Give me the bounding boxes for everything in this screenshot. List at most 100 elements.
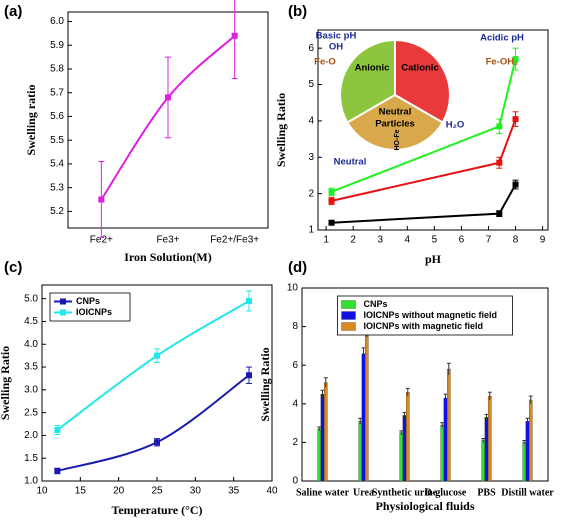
y-tick-label: 5.2 xyxy=(50,206,64,217)
bar xyxy=(522,442,527,482)
legend-box xyxy=(49,292,131,322)
y-tick-label: 1.0 xyxy=(24,476,38,487)
y-tick-label: 8 xyxy=(292,321,298,332)
y-tick-label: 5.4 xyxy=(50,159,64,170)
y-tick-label: 3.5 xyxy=(24,362,38,373)
plot-frame xyxy=(317,29,549,231)
bar xyxy=(399,432,404,482)
legend-label: IOICNPs with magnetic field xyxy=(364,321,484,331)
annotation: H₂O xyxy=(446,120,464,131)
point xyxy=(54,426,61,433)
legend-marker xyxy=(60,309,66,316)
x-axis-title: Iron Solution(M) xyxy=(124,250,211,264)
y-tick-label: 2 xyxy=(308,188,314,199)
panel-label: (c) xyxy=(4,259,22,276)
point xyxy=(328,197,335,204)
bar xyxy=(402,415,407,482)
y-tick-label: 1.5 xyxy=(24,453,38,464)
y-tick-label: 4.0 xyxy=(24,339,38,350)
point xyxy=(328,219,335,226)
point xyxy=(328,188,335,195)
plot-frame xyxy=(67,11,269,229)
x-tick-label: PBS xyxy=(477,487,496,498)
y-tick-label: 2 xyxy=(292,437,298,448)
y-tick-label: 1 xyxy=(308,225,314,236)
bar xyxy=(528,399,533,482)
series-line xyxy=(57,374,250,472)
bar xyxy=(481,440,486,482)
annotation: OH xyxy=(329,42,343,53)
y-tick-label: 5.0 xyxy=(24,293,38,304)
x-tick-label: 4 xyxy=(405,235,411,246)
x-axis-title: Temperature (°C) xyxy=(111,503,202,517)
y-tick-label: 3 xyxy=(308,152,314,163)
x-tick-label: 10 xyxy=(36,486,48,497)
annotation: HO-Fe xyxy=(394,129,401,150)
series-line xyxy=(331,184,517,224)
y-tick-label: 2.0 xyxy=(24,430,38,441)
point xyxy=(246,372,252,379)
panel-label: (b) xyxy=(288,3,307,20)
panel-label: (d) xyxy=(288,259,307,276)
annotation: Fe-O xyxy=(314,57,336,68)
legend-swatch xyxy=(341,300,356,309)
bar xyxy=(446,368,451,482)
annotation: Anionic xyxy=(355,63,390,74)
bar xyxy=(358,421,363,482)
x-tick-label: 20 xyxy=(113,486,125,497)
y-tick-label: 5.5 xyxy=(50,135,64,146)
x-tick-label: 5 xyxy=(432,235,438,246)
bar xyxy=(317,428,322,482)
point xyxy=(98,196,105,203)
bar xyxy=(364,330,369,482)
x-tick-label: 30 xyxy=(190,486,202,497)
bar xyxy=(320,393,325,482)
bar xyxy=(525,421,530,482)
y-tick-label: 2.5 xyxy=(24,407,38,418)
annotation: Acidic pH xyxy=(480,33,524,44)
y-axis-title: Swelling ratio xyxy=(24,85,38,156)
y-tick-label: 4 xyxy=(292,398,298,409)
x-tick-label: 15 xyxy=(75,486,87,497)
point xyxy=(231,32,238,39)
y-tick-label: 0 xyxy=(292,476,298,487)
y-tick-label: 6 xyxy=(308,43,314,54)
bar xyxy=(323,382,328,482)
y-axis-title: Swelling Ratio xyxy=(258,347,272,421)
bar xyxy=(405,392,410,482)
y-tick-label: 6 xyxy=(292,360,298,371)
neutral-sector xyxy=(346,93,444,151)
legend-swatch xyxy=(341,322,356,331)
annotation: Particles xyxy=(375,119,415,130)
bar xyxy=(361,353,366,482)
panel: (c) 1.0 1.5 2.0 2.5 3.0 3.5 4.0 4.5 5.0 10 15 20 25 30… xyxy=(0,259,278,517)
panel: (b) 1 2 3 4 5 6 1 2 3 4 5 6 7 8 9 pH Swelling Ratio xyxy=(274,3,549,266)
panel: (a) 5.2 5.3 5.4 5.5 5.6 5.7 5.8 5.9 6.0 Fe2+ Fe3+ Fe… xyxy=(4,0,269,264)
x-tick-label: Fe3+ xyxy=(156,235,179,246)
legend-swatch xyxy=(341,311,356,320)
bar xyxy=(440,424,445,482)
annotation: Fe-OH₂ xyxy=(486,57,519,68)
x-tick-label: D-glucose xyxy=(425,487,467,498)
x-tick-label: 1 xyxy=(323,235,329,246)
x-tick-label: 8 xyxy=(513,235,519,246)
y-axis-title: Swelling Ratio xyxy=(274,93,288,167)
bar xyxy=(484,417,489,482)
point xyxy=(496,159,503,166)
y-tick-label: 4.5 xyxy=(24,316,38,327)
annotation: Basic pH xyxy=(316,31,357,42)
bar xyxy=(487,395,492,482)
legend-label: IOICNPs xyxy=(76,307,112,317)
annotation: Cationic xyxy=(401,63,438,74)
y-tick-label: 6.0 xyxy=(50,16,64,27)
legend-box xyxy=(337,295,513,336)
legend-label: IOICNPs without magnetic field xyxy=(364,310,498,320)
legend-label: CNPs xyxy=(76,296,100,306)
bar xyxy=(443,397,448,482)
x-tick-label: Saline water xyxy=(296,487,350,498)
point xyxy=(512,56,519,63)
x-tick-label: Distill water xyxy=(501,487,554,498)
panel-label: (a) xyxy=(4,3,22,20)
x-axis-title: Physiological fluids xyxy=(375,499,474,513)
